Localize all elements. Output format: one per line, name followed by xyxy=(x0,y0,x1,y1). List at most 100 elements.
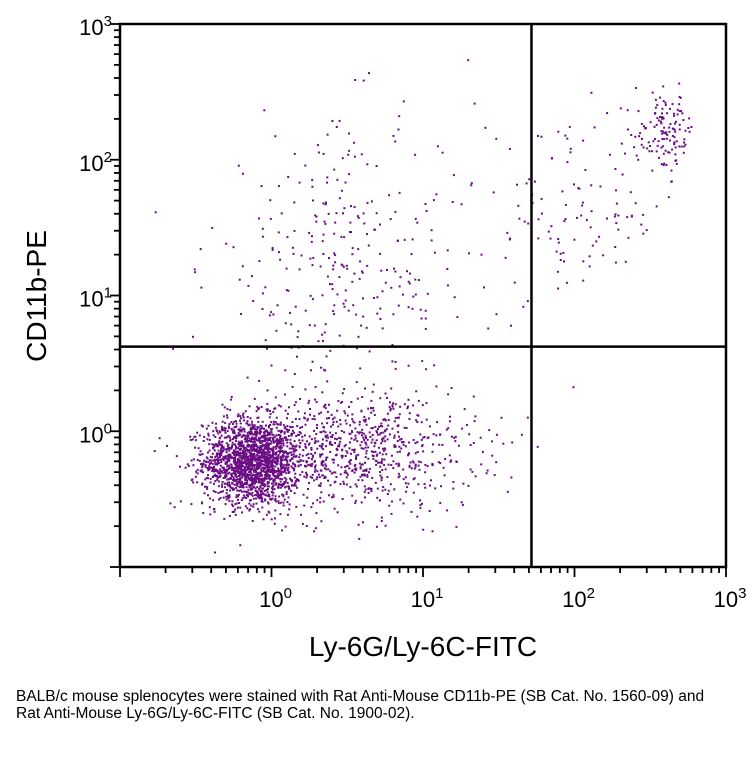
event-dot xyxy=(272,478,275,481)
event-dot xyxy=(271,467,274,470)
event-dot xyxy=(186,463,189,466)
event-dot xyxy=(235,494,238,497)
event-dot xyxy=(372,383,375,386)
event-dot xyxy=(267,488,269,490)
event-dot xyxy=(242,416,245,419)
y-tick-label: 101 xyxy=(79,285,112,312)
event-dot xyxy=(278,483,281,486)
event-dot xyxy=(212,474,215,477)
event-dot xyxy=(257,426,260,429)
event-dot xyxy=(300,513,302,516)
event-dot xyxy=(216,476,219,479)
event-dot xyxy=(269,456,272,459)
event-dot xyxy=(245,466,248,469)
event-dot xyxy=(398,115,401,118)
event-dot xyxy=(234,467,237,470)
event-dot xyxy=(673,114,676,117)
event-dot xyxy=(348,173,351,176)
event-dot xyxy=(392,313,395,316)
event-dot xyxy=(224,486,227,489)
event-dot xyxy=(256,431,259,433)
event-dot xyxy=(250,430,253,433)
event-dot xyxy=(683,138,686,141)
event-dot xyxy=(362,432,365,435)
event-dot xyxy=(292,429,294,432)
event-dot xyxy=(624,152,626,155)
event-dot xyxy=(225,498,228,501)
event-dot xyxy=(351,247,354,250)
event-dot xyxy=(439,433,442,436)
event-dot xyxy=(260,468,263,470)
event-dot xyxy=(416,451,419,453)
event-dot xyxy=(243,466,246,469)
event-dot xyxy=(332,495,335,498)
event-dot xyxy=(376,453,379,456)
event-dot xyxy=(308,435,311,438)
event-dot xyxy=(243,451,246,454)
event-dot xyxy=(260,459,263,462)
event-dot xyxy=(235,436,238,439)
event-dot xyxy=(630,215,633,218)
event-dot xyxy=(260,451,262,454)
event-dot xyxy=(260,185,263,188)
event-dot xyxy=(313,429,316,432)
event-dot xyxy=(214,469,217,472)
plot-frame xyxy=(118,22,728,569)
event-dot xyxy=(378,425,380,428)
event-dot xyxy=(606,112,609,115)
event-dot xyxy=(277,469,280,472)
event-dot xyxy=(248,424,251,427)
event-dot xyxy=(247,458,250,461)
event-dot xyxy=(255,470,258,473)
event-dot xyxy=(228,496,231,499)
event-dot xyxy=(445,428,448,431)
event-dot xyxy=(346,414,349,417)
event-dot xyxy=(277,446,280,449)
event-dot xyxy=(267,502,270,505)
event-dot xyxy=(201,482,204,485)
event-dot xyxy=(251,454,254,457)
event-dot xyxy=(348,432,351,435)
event-dot xyxy=(353,471,356,474)
event-dot xyxy=(288,503,291,506)
event-dot xyxy=(187,465,190,467)
event-dot xyxy=(271,473,274,476)
event-dot xyxy=(661,130,664,133)
event-dot xyxy=(267,474,270,477)
event-dot xyxy=(311,360,314,363)
event-dot xyxy=(479,436,482,439)
event-dot xyxy=(673,142,676,145)
event-dot xyxy=(403,403,406,406)
event-dot xyxy=(678,95,681,98)
event-dot xyxy=(233,453,236,456)
event-dot xyxy=(564,218,567,220)
event-dot xyxy=(221,440,224,443)
event-dot xyxy=(240,485,243,488)
event-dot xyxy=(557,241,560,244)
event-dot xyxy=(655,205,658,208)
event-dot xyxy=(408,464,411,467)
event-dot xyxy=(237,164,240,167)
event-dot xyxy=(264,434,267,437)
event-dot xyxy=(258,440,261,443)
event-dot xyxy=(251,479,253,482)
event-dot xyxy=(212,443,215,446)
event-dot xyxy=(629,191,632,194)
event-dot xyxy=(452,481,455,483)
event-dot xyxy=(250,426,253,429)
event-dot xyxy=(284,369,287,372)
event-dot xyxy=(229,489,232,492)
event-dot xyxy=(343,482,345,485)
event-dot xyxy=(671,103,674,106)
event-dot xyxy=(348,467,351,470)
event-dot xyxy=(282,451,285,454)
event-dot xyxy=(272,452,275,455)
event-dot xyxy=(233,426,236,429)
event-dot xyxy=(518,217,521,220)
event-dot xyxy=(359,466,362,469)
event-dot xyxy=(613,215,616,218)
event-dot xyxy=(391,360,394,363)
event-dot xyxy=(254,489,257,492)
event-dot xyxy=(373,445,376,448)
event-dot xyxy=(396,440,399,442)
